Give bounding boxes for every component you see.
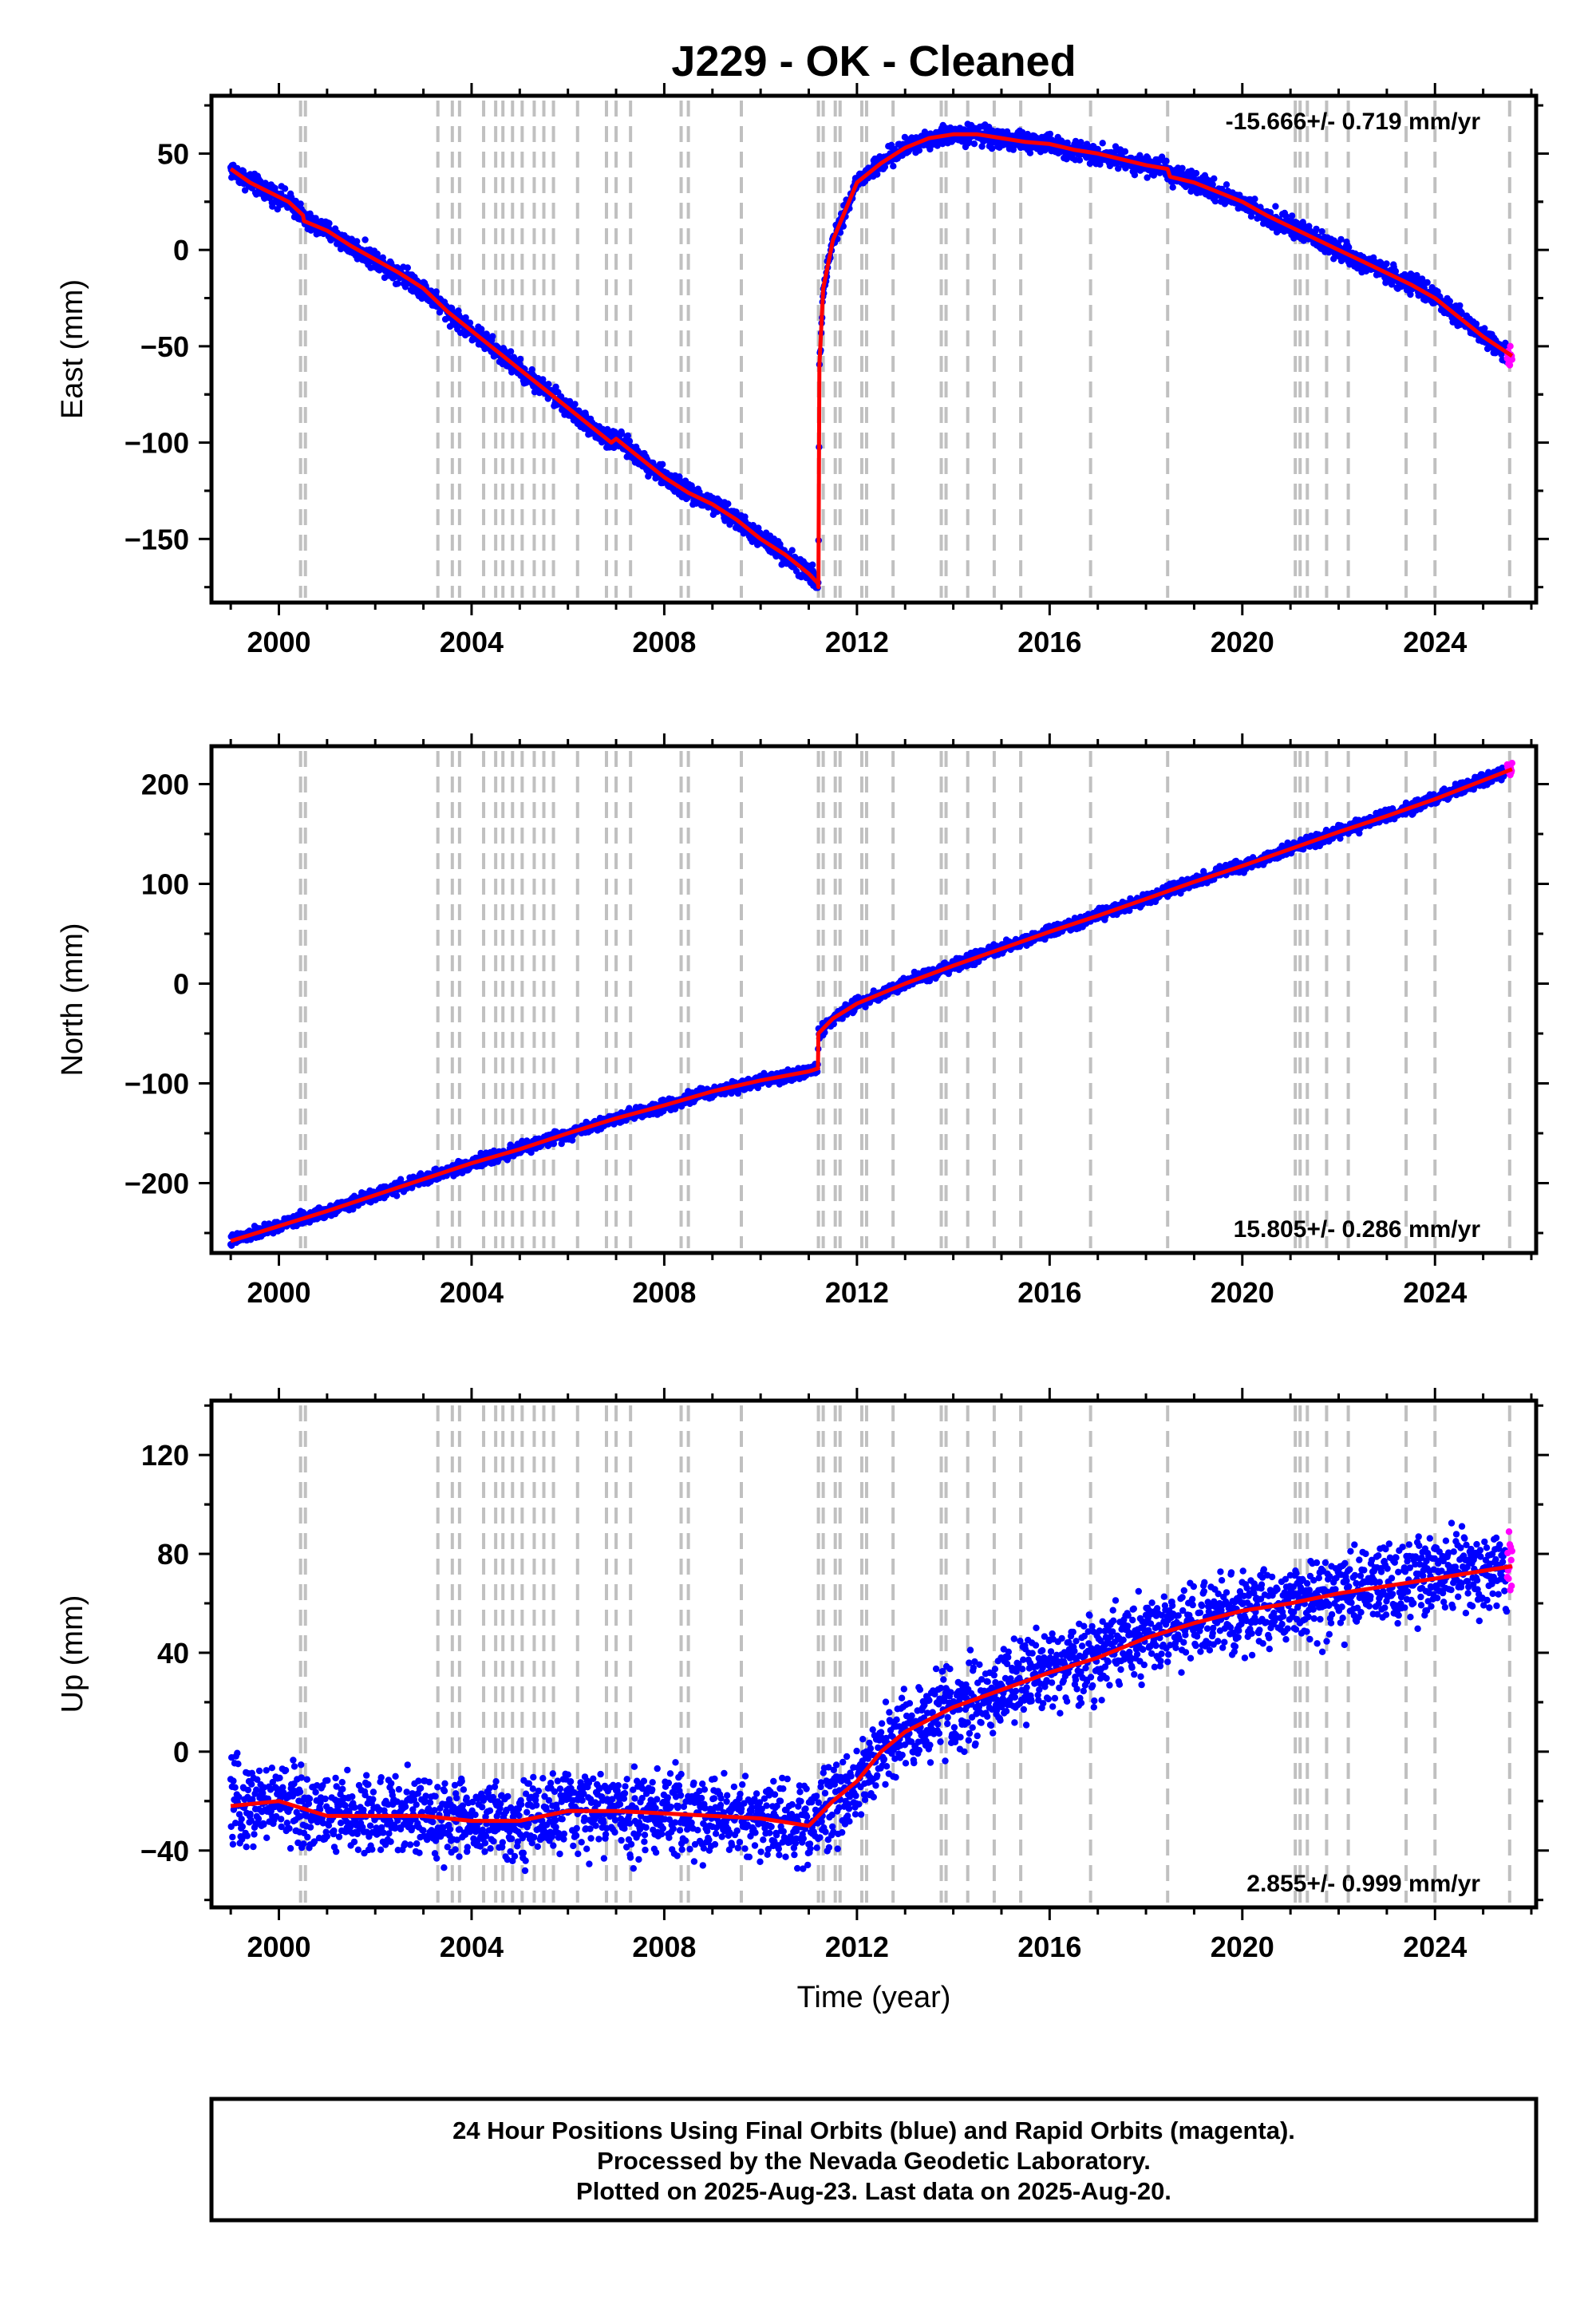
- model-line: [230, 767, 1513, 1243]
- y-tick-label: 0: [173, 968, 189, 1001]
- footer-line-3: Plotted on 2025-Aug-23. Last data on 202…: [576, 2177, 1171, 2205]
- observation-points: [227, 1520, 1515, 1875]
- x-tick-label: 2004: [440, 1931, 504, 1963]
- x-tick-label: 2020: [1211, 1931, 1274, 1963]
- x-tick-label: 2024: [1403, 626, 1467, 658]
- y-axis-title-north: North (mm): [56, 923, 89, 1076]
- panel-up: 2000 2004 2008 2012 2016 2020 2024 −40 0 40 80 120 U…: [56, 1388, 1549, 1963]
- final-orbit-points: [227, 1520, 1511, 1875]
- final-orbit-points: [227, 121, 1511, 591]
- x-tick-label: 2016: [1017, 626, 1081, 658]
- x-axis: 2000 2004 2008 2012 2016 2020 2024: [229, 83, 1533, 658]
- y-tick-label: −100: [124, 1068, 189, 1101]
- x-tick-label: 2020: [1211, 626, 1274, 658]
- x-tick-label: 2012: [825, 1276, 889, 1309]
- x-tick-label: 2000: [247, 1931, 310, 1963]
- observation-points: [227, 121, 1515, 591]
- y-tick-label: 120: [141, 1439, 189, 1472]
- model-line: [230, 1564, 1513, 1828]
- x-tick-label: 2000: [247, 626, 310, 658]
- y-axis-title-east: East (mm): [56, 279, 89, 419]
- plot-frame: [209, 1398, 1539, 1910]
- y-tick-label: 0: [173, 234, 189, 267]
- rate-label-east: -15.666+/- 0.719 mm/yr: [1226, 109, 1481, 135]
- plot-frame: [209, 744, 1539, 1255]
- y-tick-label: 50: [157, 137, 189, 170]
- footer-line-1: 24 Hour Positions Using Final Orbits (bl…: [452, 2116, 1295, 2144]
- observation-points: [227, 760, 1515, 1249]
- x-tick-label: 2008: [632, 1931, 696, 1963]
- y-tick-label: 200: [141, 769, 189, 801]
- y-tick-label: 100: [141, 868, 189, 901]
- x-tick-label: 2012: [825, 626, 889, 658]
- y-axis: −200 −100 0 100 200: [124, 769, 1549, 1235]
- figure-title: J229 - OK - Cleaned: [671, 38, 1076, 85]
- event-lines: [298, 751, 1511, 1248]
- model-line: [229, 132, 1514, 590]
- panel-north: 2000 2004 2008 2012 2016 2020 2024 −200 −100 0 100…: [56, 733, 1549, 1309]
- x-tick-label: 2020: [1211, 1276, 1274, 1309]
- y-axis: −40 0 40 80 120: [140, 1404, 1549, 1902]
- rate-label-north: 15.805+/- 0.286 mm/yr: [1234, 1216, 1481, 1243]
- x-tick-label: 2024: [1403, 1931, 1467, 1963]
- y-tick-label: −150: [124, 523, 189, 555]
- final-orbit-points: [227, 765, 1511, 1249]
- x-tick-label: 2016: [1017, 1276, 1081, 1309]
- footer-line-2: Processed by the Nevada Geodetic Laborat…: [597, 2147, 1151, 2175]
- y-axis: −150 −100 −50 0 50: [124, 104, 1549, 589]
- footer-box: 24 Hour Positions Using Final Orbits (bl…: [209, 2097, 1539, 2223]
- x-tick-label: 2004: [440, 626, 504, 658]
- panel-east: 2000 2004 2008 2012 2016 2020 2024 −150 −100 −50 0…: [56, 83, 1549, 658]
- y-tick-label: 0: [173, 1736, 189, 1769]
- x-tick-label: 2008: [632, 626, 696, 658]
- y-axis-title-up: Up (mm): [56, 1595, 89, 1713]
- x-tick-label: 2004: [440, 1276, 504, 1309]
- x-axis: 2000 2004 2008 2012 2016 2020 2024: [229, 1388, 1533, 1963]
- x-axis: 2000 2004 2008 2012 2016 2020 2024: [229, 733, 1533, 1309]
- y-tick-label: −200: [124, 1168, 189, 1200]
- y-tick-label: 40: [157, 1637, 189, 1670]
- plot-frame: [209, 93, 1539, 605]
- y-tick-label: −50: [140, 330, 189, 363]
- x-axis-title: Time (year): [797, 1981, 951, 2014]
- y-tick-label: −100: [124, 427, 189, 460]
- x-tick-label: 2012: [825, 1931, 889, 1963]
- x-tick-label: 2000: [247, 1276, 310, 1309]
- rate-label-up: 2.855+/- 0.999 mm/yr: [1246, 1871, 1480, 1897]
- y-tick-label: 80: [157, 1538, 189, 1571]
- y-tick-label: −40: [140, 1835, 189, 1867]
- x-tick-label: 2008: [632, 1276, 696, 1309]
- x-tick-label: 2016: [1017, 1931, 1081, 1963]
- x-tick-label: 2024: [1403, 1276, 1467, 1309]
- rapid-orbit-points: [1503, 1528, 1515, 1594]
- panels: 2000 2004 2008 2012 2016 2020 2024−150−100−500…: [56, 83, 1549, 1963]
